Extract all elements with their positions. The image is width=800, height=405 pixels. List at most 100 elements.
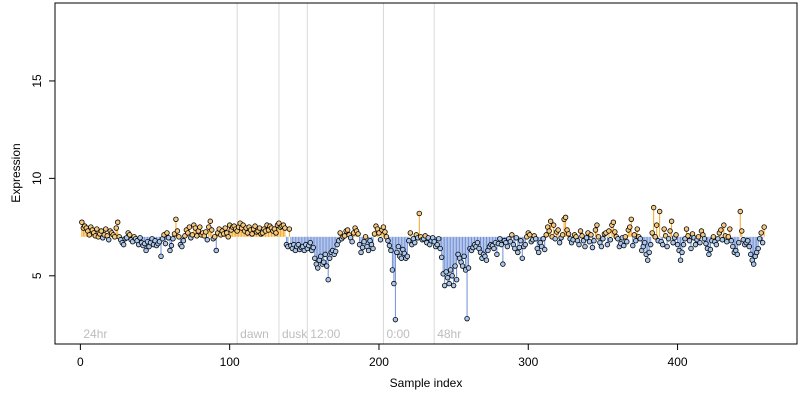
data-point [94, 226, 100, 232]
data-point [519, 255, 525, 261]
data-point [718, 227, 724, 233]
data-point [137, 235, 143, 241]
data-point [543, 232, 549, 238]
data-point [604, 241, 611, 248]
data-point [600, 236, 606, 242]
data-point [706, 251, 712, 258]
data-point [349, 238, 355, 245]
data-point [555, 227, 561, 233]
data-point [483, 257, 490, 263]
data-point [497, 236, 503, 242]
data-points [79, 204, 767, 323]
data-point [398, 255, 405, 261]
data-point [189, 232, 196, 238]
data-point [252, 223, 258, 229]
data-point [282, 225, 288, 231]
x-axis-title: Sample index [390, 376, 463, 390]
data-point [695, 234, 702, 240]
data-point [515, 249, 521, 256]
data-point [315, 265, 321, 271]
x-tick-label: 0 [77, 355, 84, 369]
data-point [359, 244, 366, 251]
data-point [725, 234, 732, 240]
data-point [435, 236, 442, 242]
data-point [748, 251, 754, 258]
data-point [112, 234, 118, 240]
data-point [746, 243, 752, 250]
data-point [565, 231, 572, 237]
data-point [395, 243, 402, 250]
data-point [727, 226, 733, 232]
data-point [249, 231, 255, 237]
data-point [394, 249, 400, 256]
data-point [630, 242, 636, 249]
data-point [162, 240, 169, 247]
data-point [382, 229, 388, 235]
data-point [642, 239, 648, 246]
data-point [598, 243, 605, 250]
data-point [341, 233, 348, 239]
data-point [120, 241, 127, 248]
data-point [541, 246, 548, 253]
data-point [310, 244, 316, 251]
data-point [556, 239, 563, 246]
data-point [444, 275, 451, 281]
data-point [165, 235, 172, 241]
y-tick-label: 15 [30, 74, 44, 88]
data-point [688, 245, 694, 252]
y-axis: 5 10 15 [30, 74, 56, 279]
data-point [513, 235, 520, 241]
x-tick-label: 400 [668, 355, 688, 369]
data-point [386, 242, 393, 249]
data-point [628, 216, 634, 222]
data-point [759, 239, 766, 246]
data-point [143, 247, 149, 254]
data-point [683, 226, 690, 232]
data-point [438, 254, 445, 260]
data-point [645, 257, 651, 263]
data-point [664, 243, 670, 250]
data-point [761, 224, 767, 230]
data-point [586, 238, 593, 245]
data-point [158, 253, 164, 260]
data-point [621, 242, 627, 249]
data-point [677, 257, 684, 263]
data-point [583, 235, 590, 241]
data-point [518, 238, 524, 244]
data-point [318, 253, 324, 260]
data-point [362, 234, 369, 240]
data-point [98, 228, 104, 234]
data-point [358, 249, 364, 256]
data-point [610, 219, 617, 225]
data-point [106, 237, 112, 243]
plot-frame [54, 2, 798, 345]
data-point [321, 259, 327, 265]
data-point [389, 267, 396, 273]
data-point [686, 238, 693, 244]
data-point [370, 245, 376, 252]
data-point [615, 236, 621, 242]
data-point [622, 234, 629, 240]
data-point [494, 251, 500, 258]
data-point [380, 224, 387, 230]
data-point [170, 236, 176, 242]
x-axis: 0 100 200 300 400 [77, 343, 688, 369]
data-point [194, 233, 200, 239]
data-point [550, 222, 557, 228]
data-point [646, 249, 652, 256]
data-point [167, 247, 173, 254]
data-point [667, 228, 673, 234]
data-point [185, 230, 191, 236]
x-tick-label: 300 [518, 355, 538, 369]
data-point [577, 228, 584, 234]
data-point [606, 228, 612, 234]
data-point [437, 245, 443, 252]
data-point [516, 244, 523, 251]
data-point [713, 241, 720, 248]
data-point [504, 243, 511, 250]
data-point [679, 249, 685, 256]
data-point [680, 241, 687, 248]
data-point [579, 233, 585, 239]
data-point [736, 239, 742, 246]
data-point [186, 224, 193, 230]
